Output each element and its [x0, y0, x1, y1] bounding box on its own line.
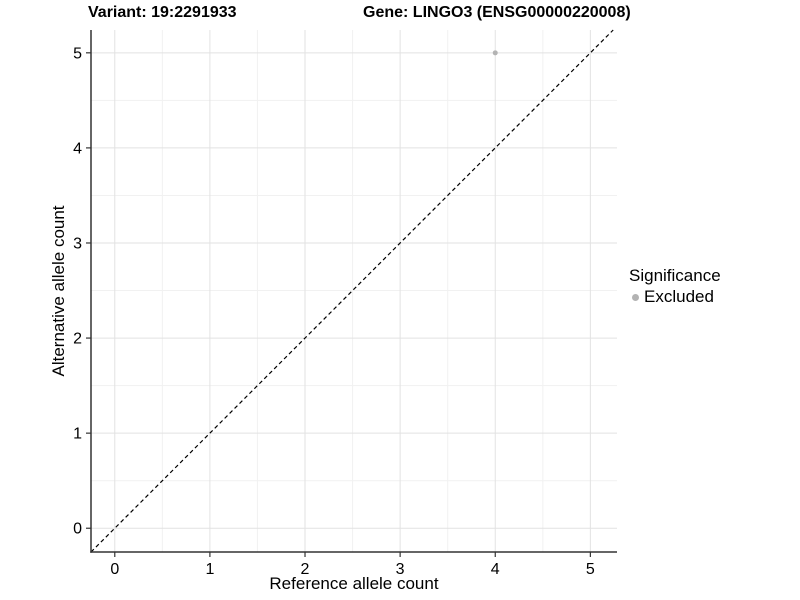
legend: Significance Excluded — [629, 266, 721, 307]
legend-item-label: Excluded — [644, 287, 714, 306]
x-axis-title: Reference allele count — [269, 574, 438, 593]
x-tick-label: 5 — [586, 561, 595, 578]
x-tick-label: 2 — [301, 561, 310, 578]
axis-tick-labels: 0 1 2 3 4 5 0 1 2 3 4 5 — [73, 45, 595, 578]
y-tick-label: 3 — [73, 235, 82, 252]
scatter-point — [492, 50, 498, 56]
x-tick-label: 3 — [396, 561, 405, 578]
y-tick-label: 1 — [73, 426, 82, 443]
y-tick-label: 0 — [73, 521, 82, 538]
minor-gridlines — [91, 30, 617, 552]
gene-title: Gene: LINGO3 (ENSG00000220008) — [363, 4, 631, 21]
legend-title: Significance — [629, 266, 721, 285]
axis-tick-marks — [86, 52, 591, 557]
major-gridlines — [91, 30, 617, 552]
y-tick-label: 4 — [73, 140, 82, 157]
variant-title: Variant: 19:2291933 — [88, 4, 237, 21]
axis-lines — [90, 30, 617, 553]
excluded-point-icon — [632, 293, 639, 301]
x-tick-label: 1 — [205, 561, 214, 578]
y-tick-label: 5 — [73, 45, 82, 62]
data-points — [492, 50, 498, 56]
x-tick-label: 4 — [491, 561, 500, 578]
y-tick-label: 2 — [73, 331, 82, 348]
x-tick-label: 0 — [110, 561, 119, 578]
y-axis-title: Alternative allele count — [49, 205, 68, 376]
legend-item-excluded: Excluded — [629, 287, 721, 307]
